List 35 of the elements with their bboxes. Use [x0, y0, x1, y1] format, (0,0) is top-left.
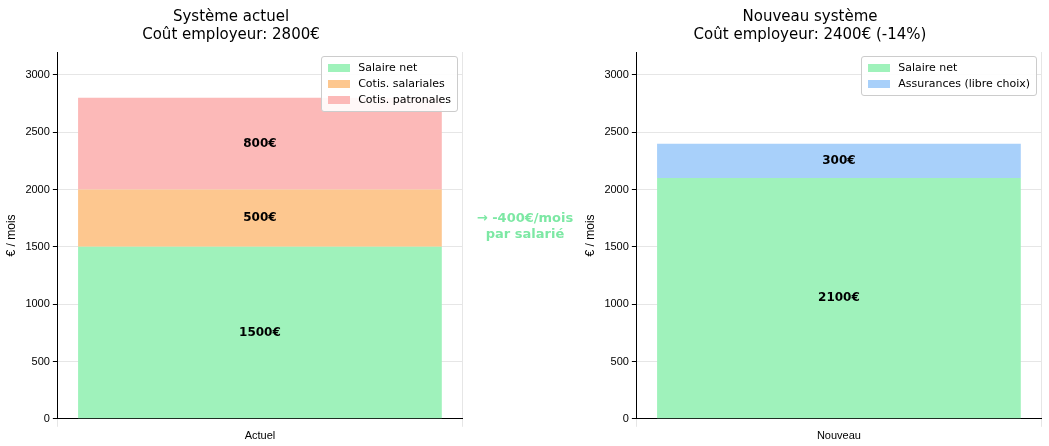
chart-title: Système actuel	[172, 6, 290, 25]
legend-label: Cotis. patronales	[358, 93, 451, 106]
y-tick-label: 2500	[604, 125, 629, 138]
y-tick-label: 1000	[25, 297, 50, 310]
y-tick-label: 0	[622, 411, 629, 424]
y-axis-title: € / mois	[582, 214, 597, 257]
y-tick-label: 1500	[604, 239, 629, 252]
data-label: 800€	[243, 135, 277, 150]
x-tick-label: Actuel	[244, 429, 276, 442]
y-tick-label: 2000	[25, 182, 50, 195]
data-label: 2100€	[818, 290, 860, 305]
y-tick-label: 500	[31, 354, 50, 367]
legend-label: Assurances (libre choix)	[898, 77, 1030, 90]
legend-label: Cotis. salariales	[358, 77, 445, 90]
legend-label: Salaire net	[898, 61, 958, 74]
y-tick-label: 2500	[25, 125, 50, 138]
bar	[78, 246, 442, 419]
y-axis-title: € / mois	[3, 214, 18, 257]
y-tick-label: 0	[43, 411, 50, 424]
data-label: 500€	[243, 210, 277, 225]
y-tick-label: 1000	[604, 297, 629, 310]
y-tick-label: 3000	[604, 67, 629, 80]
y-tick-label: 2000	[604, 182, 629, 195]
text: → -400€/mois par salarié	[475, 210, 575, 243]
data-label: 1500€	[239, 324, 281, 339]
bar	[78, 189, 442, 247]
chart-subtitle: Coût employeur: 2400€ (-14%)	[693, 24, 927, 43]
chart-subtitle: Coût employeur: 2800€	[142, 24, 320, 43]
chart-title: Nouveau système	[742, 6, 878, 25]
legend-label: Salaire net	[358, 61, 418, 74]
y-tick-label: 1500	[25, 239, 50, 252]
y-tick-label: 3000	[25, 67, 50, 80]
x-tick-label: Nouveau	[816, 429, 861, 442]
y-tick-label: 500	[610, 354, 629, 367]
data-label: 300€	[822, 153, 856, 168]
